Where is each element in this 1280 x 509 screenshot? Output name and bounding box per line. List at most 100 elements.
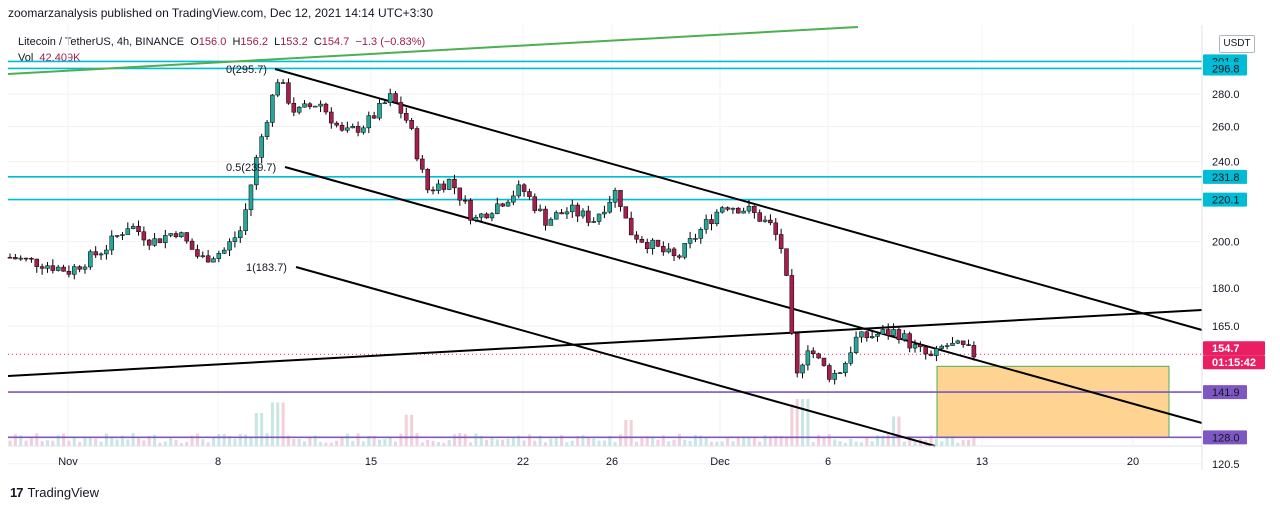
high-value: 156.2 <box>240 36 268 48</box>
volume-bar <box>908 435 912 446</box>
volume-bar <box>447 439 451 446</box>
candle-body <box>521 184 527 192</box>
volume-bar <box>495 439 499 446</box>
volume-bar <box>929 435 933 446</box>
candle-body <box>45 265 50 269</box>
volume-bar <box>179 442 183 446</box>
candle-body <box>709 219 714 225</box>
volume-bar <box>597 440 601 446</box>
candle-body <box>666 248 671 253</box>
support-trendline <box>7 309 1203 377</box>
symbol-name[interactable]: Litecoin / TetherUS, 4h, BINANCE <box>18 36 185 48</box>
candle-body <box>329 111 334 124</box>
candle-body <box>612 190 618 203</box>
candle-body <box>896 329 902 341</box>
volume-bar <box>78 442 82 446</box>
candle-body <box>768 219 773 224</box>
candle-body <box>757 212 762 222</box>
price-badge <box>1203 385 1247 400</box>
volume-bar <box>185 441 189 446</box>
candle-body <box>136 225 141 233</box>
volume-bar <box>956 442 960 446</box>
candle-body <box>671 248 677 257</box>
price-badge <box>1203 192 1247 207</box>
candle-body <box>296 106 302 113</box>
candle-body <box>564 211 570 215</box>
volume-bar <box>13 434 17 446</box>
volume-bar <box>576 436 580 446</box>
volume-bars <box>8 399 976 446</box>
volume-bar <box>934 438 938 446</box>
channel-lower-line <box>295 266 936 447</box>
volume-bar <box>806 399 810 446</box>
volume-bar <box>645 436 649 446</box>
candle-body <box>18 257 23 260</box>
candle-body <box>98 253 104 256</box>
candle-body <box>570 204 575 213</box>
candle-body <box>462 199 468 202</box>
candle-body <box>184 232 189 242</box>
volume-bar <box>624 420 628 446</box>
volume-bar <box>276 402 280 446</box>
candle-body <box>891 329 896 336</box>
volume-bar <box>710 441 714 446</box>
channel-upper-line <box>274 68 1203 331</box>
candle-body <box>382 102 388 105</box>
time-tick-label: 15 <box>365 456 377 468</box>
candle-body <box>7 256 13 259</box>
fib-labels: 0(295.7) 0.5(239.7) 1(183.7) <box>226 64 287 274</box>
price-axis[interactable]: 280.0 260.0 240.0 200.0 180.0 165.0 120.5 <box>1212 89 1240 470</box>
volume-bar <box>940 441 944 446</box>
price-badge-label: 231.8 <box>1212 172 1240 184</box>
volume-bar <box>961 440 965 446</box>
volume-bar <box>72 436 76 446</box>
candle-body <box>216 253 222 259</box>
candle-body <box>559 212 564 215</box>
volume-bar <box>581 435 585 446</box>
candle-body <box>537 208 543 211</box>
tradingview-brand[interactable]: TradingView <box>27 485 100 500</box>
volume-bar <box>238 433 242 446</box>
candle-body <box>639 239 645 243</box>
candle-body <box>146 239 152 246</box>
time-axis[interactable]: Nov 8 15 22 26 Dec 6 13 20 <box>58 456 1139 468</box>
volume-bar <box>292 439 296 446</box>
candle-body <box>307 103 313 107</box>
volume-bar <box>490 437 494 446</box>
candle-body <box>596 213 602 222</box>
candle-body <box>200 255 206 257</box>
candle-body <box>409 119 414 129</box>
candle-body <box>966 344 971 346</box>
volume-bar <box>420 442 424 446</box>
volume-bar <box>859 442 863 446</box>
candle-body <box>414 128 420 160</box>
candle-body <box>420 158 425 170</box>
volume-bar <box>324 442 328 446</box>
candle-body <box>575 204 580 217</box>
volume-bar <box>704 437 708 446</box>
volume-bar <box>801 399 805 446</box>
candle-body <box>591 221 596 223</box>
candle-body <box>312 105 318 108</box>
price-chart[interactable]: 0(295.7) 0.5(239.7) 1(183.7) 280.0 260.0 240… <box>0 0 1280 470</box>
candle-body <box>634 234 639 240</box>
trend-lines <box>7 26 1203 447</box>
price-badge-label: 128.0 <box>1212 432 1240 444</box>
volume-bar <box>763 435 767 446</box>
price-tick-label: 120.5 <box>1212 459 1240 470</box>
volume-bar <box>431 440 435 446</box>
candle-body <box>371 115 377 119</box>
currency-button[interactable]: USDT <box>1219 35 1255 53</box>
price-badge <box>1203 430 1247 445</box>
volume-bar <box>394 441 398 446</box>
volume-bar <box>313 435 317 446</box>
candles <box>7 78 977 385</box>
volume-bar <box>833 439 837 446</box>
volume-bar <box>297 438 301 446</box>
volume-bar <box>640 438 644 446</box>
volume-bar <box>56 435 60 446</box>
volume-bar <box>51 440 55 446</box>
volume-bar <box>195 433 199 446</box>
candle-body <box>677 255 682 258</box>
candle-body <box>553 212 559 220</box>
